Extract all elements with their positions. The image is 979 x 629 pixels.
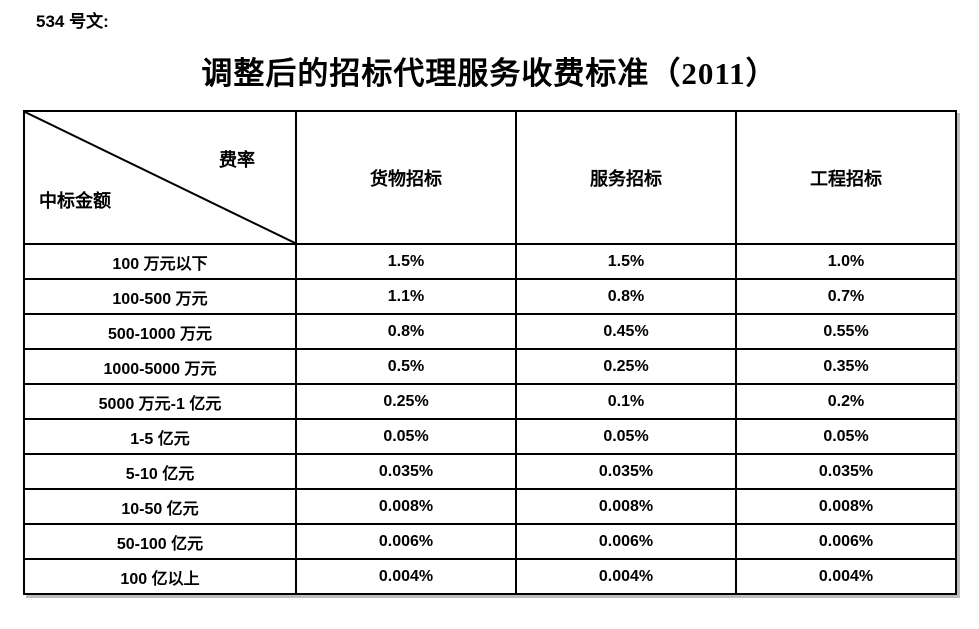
row-label: 50-100 亿元 — [23, 523, 297, 560]
rate-cell: 0.5% — [295, 348, 517, 385]
rate-cell: 0.1% — [515, 383, 737, 420]
corner-header-cell: 费率 中标金额 — [23, 110, 297, 245]
rate-cell: 0.004% — [735, 558, 957, 595]
rate-cell: 0.8% — [515, 278, 737, 315]
rate-cell: 0.006% — [735, 523, 957, 560]
table-row: 100-500 万元 1.1% 0.8% 0.7% — [23, 278, 957, 315]
row-label: 1000-5000 万元 — [23, 348, 297, 385]
row-label: 100-500 万元 — [23, 278, 297, 315]
doc-number: 534 号文: — [36, 12, 109, 31]
rate-cell: 0.55% — [735, 313, 957, 350]
rate-cell: 0.35% — [735, 348, 957, 385]
row-label: 5000 万元-1 亿元 — [23, 383, 297, 420]
rate-cell: 0.035% — [295, 453, 517, 490]
rate-cell: 1.5% — [515, 243, 737, 280]
table-row: 500-1000 万元 0.8% 0.45% 0.55% — [23, 313, 957, 350]
column-header-services: 服务招标 — [515, 110, 737, 245]
table-row: 5000 万元-1 亿元 0.25% 0.1% 0.2% — [23, 383, 957, 420]
rate-cell: 0.008% — [735, 488, 957, 525]
table-header-row: 费率 中标金额 货物招标 服务招标 工程招标 — [23, 110, 957, 245]
rate-cell: 0.006% — [515, 523, 737, 560]
rate-cell: 0.05% — [515, 418, 737, 455]
rate-cell: 0.004% — [295, 558, 517, 595]
row-label: 5-10 亿元 — [23, 453, 297, 490]
row-label: 10-50 亿元 — [23, 488, 297, 525]
table-row: 5-10 亿元 0.035% 0.035% 0.035% — [23, 453, 957, 490]
rate-cell: 1.5% — [295, 243, 517, 280]
rate-cell: 0.035% — [515, 453, 737, 490]
table-row: 50-100 亿元 0.006% 0.006% 0.006% — [23, 523, 957, 560]
page-title: 调整后的招标代理服务收费标准（2011） — [201, 56, 778, 91]
diagonal-divider-line — [25, 112, 295, 243]
table-row: 100 亿以上 0.004% 0.004% 0.004% — [23, 558, 957, 595]
column-header-goods: 货物招标 — [295, 110, 517, 245]
corner-label-rate: 费率 — [219, 150, 255, 170]
rate-cell: 1.0% — [735, 243, 957, 280]
table-row: 10-50 亿元 0.008% 0.008% 0.008% — [23, 488, 957, 525]
rate-cell: 0.05% — [295, 418, 517, 455]
rate-cell: 0.006% — [295, 523, 517, 560]
table-body: 100 万元以下 1.5% 1.5% 1.0% 100-500 万元 1.1% 0.8% 0.… — [23, 243, 957, 595]
rate-cell: 0.25% — [515, 348, 737, 385]
corner-label-bid-amount: 中标金额 — [39, 191, 111, 211]
rate-cell: 0.7% — [735, 278, 957, 315]
rate-cell: 0.008% — [515, 488, 737, 525]
table-row: 100 万元以下 1.5% 1.5% 1.0% — [23, 243, 957, 280]
rate-cell: 0.004% — [515, 558, 737, 595]
column-header-engineering: 工程招标 — [735, 110, 957, 245]
table-row: 1000-5000 万元 0.5% 0.25% 0.35% — [23, 348, 957, 385]
rate-cell: 0.05% — [735, 418, 957, 455]
rate-cell: 0.25% — [295, 383, 517, 420]
table-row: 1-5 亿元 0.05% 0.05% 0.05% — [23, 418, 957, 455]
rate-cell: 0.2% — [735, 383, 957, 420]
row-label: 1-5 亿元 — [23, 418, 297, 455]
rate-cell: 0.008% — [295, 488, 517, 525]
rate-cell: 0.8% — [295, 313, 517, 350]
row-label: 100 万元以下 — [23, 243, 297, 280]
rate-cell: 0.035% — [735, 453, 957, 490]
rate-cell: 0.45% — [515, 313, 737, 350]
fee-rate-table: 费率 中标金额 货物招标 服务招标 工程招标 100 万元以下 1.5% 1.5% 1… — [23, 110, 957, 595]
rate-cell: 1.1% — [295, 278, 517, 315]
row-label: 500-1000 万元 — [23, 313, 297, 350]
row-label: 100 亿以上 — [23, 558, 297, 595]
